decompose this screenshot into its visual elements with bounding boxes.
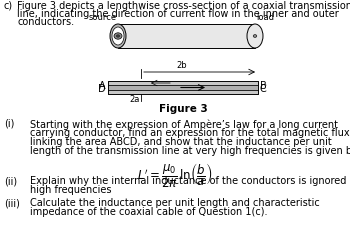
Text: carrying conductor, find an expression for the total magnetic flux: carrying conductor, find an expression f… <box>30 128 350 138</box>
Text: D: D <box>98 84 106 94</box>
Text: (iii): (iii) <box>4 198 20 208</box>
Text: Figure 3 depicts a lengthwise cross-section of a coaxial transmission: Figure 3 depicts a lengthwise cross-sect… <box>17 1 350 11</box>
Text: line, indicating the direction of current flow in the inner and outer: line, indicating the direction of curren… <box>17 9 339 19</box>
Text: $L' = \dfrac{\mu_0}{2\pi}\,\ln\!\left(\dfrac{b}{a}\right)$: $L' = \dfrac{\mu_0}{2\pi}\,\ln\!\left(\d… <box>137 162 213 190</box>
Text: C: C <box>260 84 267 94</box>
Ellipse shape <box>114 33 122 39</box>
Text: load: load <box>256 13 274 22</box>
Polygon shape <box>108 85 258 90</box>
Text: linking the area ABCD, and show that the inductance per unit: linking the area ABCD, and show that the… <box>30 137 332 147</box>
Text: length of the transmission line at very high frequencies is given by:: length of the transmission line at very … <box>30 146 350 156</box>
Text: source: source <box>89 13 117 22</box>
Text: Starting with the expression of Ampère’s law for a long current: Starting with the expression of Ampère’s… <box>30 119 338 130</box>
Polygon shape <box>108 85 258 90</box>
Polygon shape <box>108 90 258 94</box>
Ellipse shape <box>117 35 120 37</box>
Text: Explain why the internal inductance of the conductors is ignored at: Explain why the internal inductance of t… <box>30 176 350 186</box>
Text: A: A <box>99 81 106 91</box>
Text: 2a: 2a <box>130 95 140 104</box>
Polygon shape <box>108 81 258 85</box>
Text: Figure 3: Figure 3 <box>159 104 207 114</box>
Text: Calculate the inductance per unit length and characteristic: Calculate the inductance per unit length… <box>30 198 320 208</box>
Text: 2b: 2b <box>177 61 187 70</box>
Text: B: B <box>260 81 267 91</box>
Ellipse shape <box>110 24 126 48</box>
Ellipse shape <box>247 24 263 48</box>
Text: (i): (i) <box>4 119 14 129</box>
Text: (ii): (ii) <box>4 176 17 186</box>
Ellipse shape <box>253 35 257 37</box>
Text: high frequencies: high frequencies <box>30 185 112 195</box>
Text: impedance of the coaxial cable of Question 1(c).: impedance of the coaxial cable of Questi… <box>30 207 267 217</box>
Text: conductors.: conductors. <box>17 17 74 27</box>
Ellipse shape <box>112 27 124 45</box>
Polygon shape <box>118 24 255 48</box>
Text: c): c) <box>4 1 13 11</box>
